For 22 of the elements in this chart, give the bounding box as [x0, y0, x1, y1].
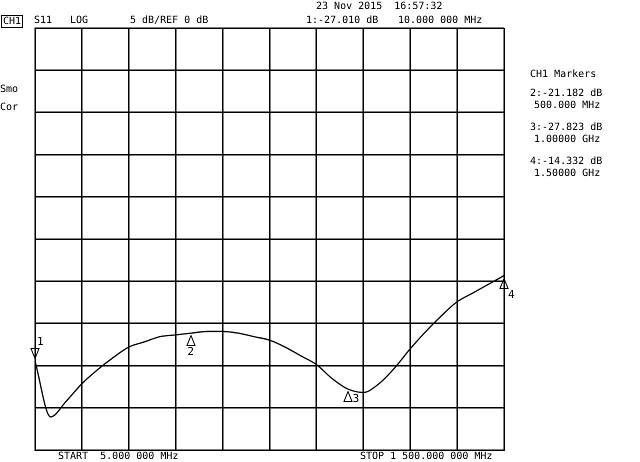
- text: 1.00000 GHz: [534, 134, 600, 145]
- text: 1.50000 GHz: [534, 168, 600, 179]
- annotation: 2: [187, 345, 194, 358]
- text: 4: [508, 288, 515, 301]
- text: 2:-21.182 dB: [530, 88, 602, 99]
- text: 3:-27.823 dB: [530, 122, 602, 133]
- annotation: 3: [352, 392, 360, 405]
- text: CH1: [1, 15, 24, 28]
- annotation: 1: [37, 335, 44, 348]
- text: Cor: [0, 102, 18, 113]
- text: 10.000 000 MHz: [398, 15, 482, 26]
- text: 4:-14.332 dB: [530, 156, 602, 167]
- text: S11: [34, 15, 52, 26]
- text: 500.000 MHz: [534, 100, 600, 111]
- text: 1:-27.010 dB: [306, 15, 378, 26]
- text: LOG: [70, 15, 88, 26]
- text: START 5.000 000 MHz: [58, 451, 178, 462]
- text: Smo: [0, 84, 18, 95]
- text: CH1 Markers: [530, 69, 596, 80]
- text: STOP 1 500.000 000 MHz: [360, 451, 492, 462]
- text: 5 dB/REF 0 dB: [130, 15, 208, 26]
- text: 23 Nov 2015 16:57:32: [316, 1, 442, 12]
